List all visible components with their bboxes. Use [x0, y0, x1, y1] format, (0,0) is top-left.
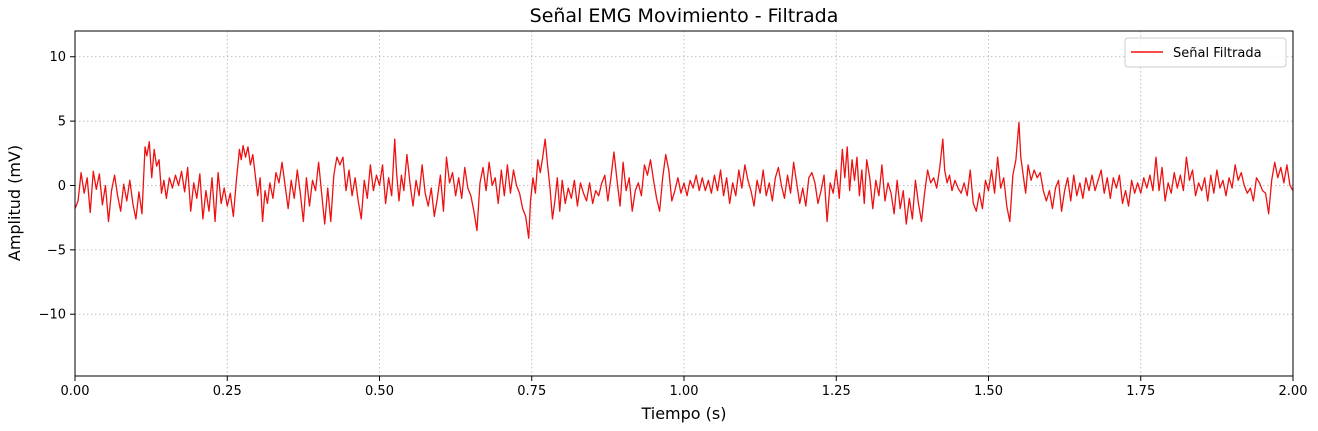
x-tick-label: 1.00 — [670, 384, 699, 399]
y-tick-label: −5 — [47, 243, 66, 258]
x-tick-label: 2.00 — [1279, 384, 1308, 399]
legend-label: Señal Filtrada — [1173, 46, 1262, 61]
x-tick-label: 0.25 — [213, 384, 242, 399]
x-axis-ticks: 0.00 0.25 0.50 0.75 1.00 1.25 1.50 1.75 2.00 — [61, 376, 1308, 399]
x-tick-label: 1.25 — [822, 384, 851, 399]
grid-lines — [74, 31, 1294, 376]
x-tick-label: 0.75 — [517, 384, 546, 399]
legend-box — [1124, 37, 1287, 68]
y-tick-label: 5 — [58, 115, 66, 130]
x-tick-label: 1.75 — [1126, 384, 1155, 399]
y-axis-label: Amplitud (mV) — [5, 145, 24, 261]
y-axis-ticks: 10 5 0 −5 −10 — [39, 50, 75, 323]
y-tick-label: −10 — [39, 308, 66, 323]
x-tick-label: 0.00 — [61, 384, 90, 399]
chart-title: Señal EMG Movimiento - Filtrada — [530, 5, 839, 27]
y-tick-label: 0 — [58, 179, 66, 194]
legend: Señal Filtrada — [1124, 37, 1287, 68]
y-tick-label: 10 — [49, 50, 66, 65]
x-tick-label: 1.50 — [974, 384, 1003, 399]
x-axis-label: Tiempo (s) — [640, 404, 726, 423]
x-tick-label: 0.50 — [365, 384, 394, 399]
series-line-senal-filtrada — [75, 121, 1293, 239]
